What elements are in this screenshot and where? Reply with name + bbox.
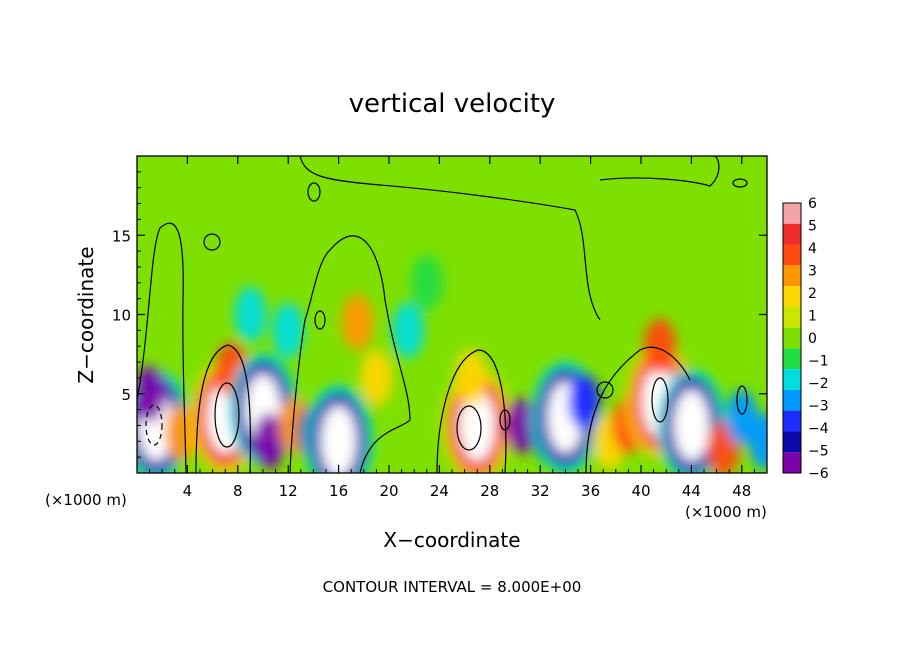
x-tick-label: 24 xyxy=(430,482,449,500)
x-axis-label: X−coordinate xyxy=(383,528,520,552)
x-tick-label: 48 xyxy=(732,482,751,500)
contour-interval-note: CONTOUR INTERVAL = 8.000E+00 xyxy=(323,578,582,596)
y-axis-label: Z−coordinate xyxy=(74,246,98,383)
contour-line xyxy=(436,349,507,473)
colorbar-label: 3 xyxy=(808,264,817,280)
x-tick-label: 16 xyxy=(329,482,348,500)
contour-loop xyxy=(214,382,240,448)
colorbar-frame xyxy=(782,202,802,474)
x-tick-label: 32 xyxy=(531,482,550,500)
contour-loop xyxy=(314,310,326,330)
field-blob xyxy=(643,318,676,375)
contour-loop xyxy=(307,182,321,202)
colorbar-label: 2 xyxy=(808,286,817,302)
x-tick-label: 40 xyxy=(631,482,650,500)
field-blob-core xyxy=(320,405,357,473)
field-blob xyxy=(748,413,767,470)
colorbar-label: −2 xyxy=(808,376,829,392)
contour-lines xyxy=(137,156,748,473)
contour-loop xyxy=(736,385,748,415)
colorbar-label: 5 xyxy=(808,219,817,235)
colorbar: 6 5 4 3 2 1 0 −1 −2 −3 −4 −5 −6 xyxy=(782,196,829,482)
contour-line xyxy=(289,235,411,473)
field-blob xyxy=(165,405,198,462)
x-tick-label: 4 xyxy=(183,482,193,500)
colorbar-swatch xyxy=(783,244,801,266)
contour-line xyxy=(585,346,691,473)
contour-loop xyxy=(203,233,221,251)
colorbar-label: −3 xyxy=(808,399,829,415)
y-tick-label: 5 xyxy=(121,386,131,404)
colorbar-swatch xyxy=(783,265,801,287)
colorbar-label: 6 xyxy=(808,196,817,212)
colorbar-swatch xyxy=(783,327,801,349)
colorbar-swatch xyxy=(783,348,801,370)
field-blob-core xyxy=(459,389,496,462)
colorbar-swatch xyxy=(783,369,801,390)
field-blob xyxy=(454,349,487,406)
field-blob xyxy=(272,302,305,359)
colorbar-swatch xyxy=(783,223,801,245)
x-tick-label: 28 xyxy=(480,482,499,500)
field-blob xyxy=(391,302,424,359)
contour-loop xyxy=(596,381,614,399)
contour-line xyxy=(299,156,601,321)
x-unit-right: (×1000 m) xyxy=(685,503,767,521)
x-tick-label: 36 xyxy=(581,482,600,500)
contour-line xyxy=(137,222,187,473)
field-blobs xyxy=(137,254,767,473)
plot-area xyxy=(137,156,767,473)
field-blob xyxy=(360,349,393,406)
x-tick-label: 8 xyxy=(233,482,243,500)
colorbar-swatch xyxy=(783,431,801,453)
x-tick-label: 44 xyxy=(682,482,701,500)
colorbar-label: −4 xyxy=(808,421,829,437)
field-blob xyxy=(505,397,538,454)
x-tick-label: 20 xyxy=(379,482,398,500)
colorbar-swatch xyxy=(783,410,801,432)
y-tick-label: 10 xyxy=(112,307,131,325)
colorbar-label: 1 xyxy=(808,309,817,325)
x-tick-label: 12 xyxy=(279,482,298,500)
contour-line xyxy=(195,344,252,473)
contour-loop xyxy=(651,377,669,423)
contour-loop xyxy=(145,404,163,446)
chart-title: vertical velocity xyxy=(349,89,556,119)
field-blob xyxy=(341,294,374,351)
colorbar-label: −6 xyxy=(808,466,829,482)
colorbar-swatch xyxy=(783,452,801,473)
colorbar-label: 0 xyxy=(808,331,817,347)
field-blob-core xyxy=(673,389,710,462)
y-tick-label: 15 xyxy=(112,227,131,245)
colorbar-label: −1 xyxy=(808,354,829,370)
field-blob xyxy=(568,373,601,430)
contour-loop xyxy=(732,178,748,188)
contour-line xyxy=(599,156,720,187)
colorbar-label: 4 xyxy=(808,241,817,257)
x-unit-left: (×1000 m) xyxy=(45,491,127,509)
colorbar-swatch xyxy=(783,306,801,328)
contour-loop xyxy=(456,405,482,451)
field-blob xyxy=(253,413,286,470)
colorbar-swatch xyxy=(783,389,801,411)
field-blob xyxy=(410,254,443,311)
colorbar-swatch xyxy=(783,203,801,224)
field-blob xyxy=(234,286,267,343)
contour-loop xyxy=(499,409,511,431)
colorbar-label: −5 xyxy=(808,444,829,460)
colorbar-swatch xyxy=(783,286,801,307)
